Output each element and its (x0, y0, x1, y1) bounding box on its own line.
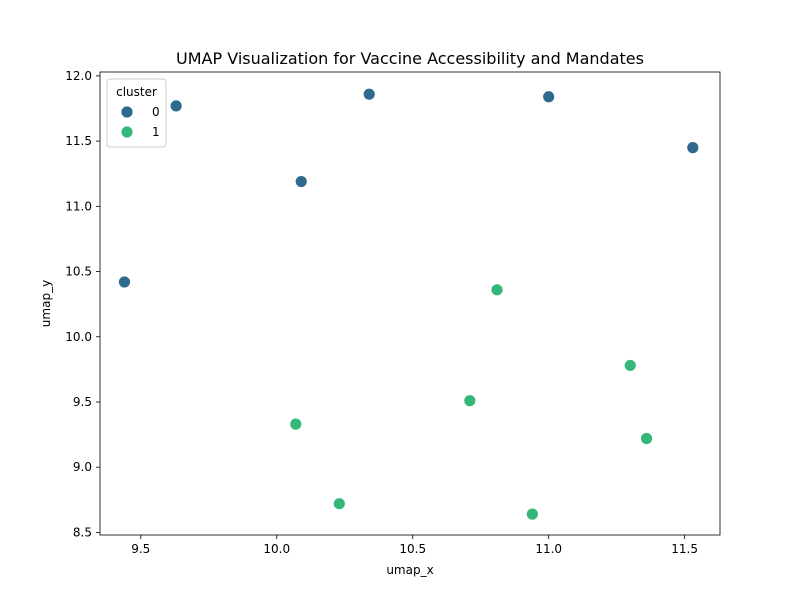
data-point-cluster-1 (490, 283, 504, 297)
y-axis-label: umap_y (39, 280, 53, 327)
y-tick-label: 11.0 (65, 199, 92, 213)
y-tick-label: 9.5 (73, 395, 92, 409)
data-point-cluster-0 (169, 99, 183, 113)
legend-marker-cluster-0 (120, 105, 134, 119)
x-tick-label: 10.0 (263, 542, 290, 556)
data-point-cluster-0 (542, 90, 556, 104)
y-tick-label: 10.0 (65, 330, 92, 344)
data-point-cluster-0 (294, 175, 308, 188)
axes-frame (99, 71, 721, 536)
y-tick-label: 11.5 (65, 134, 92, 148)
data-point-cluster-0 (118, 275, 131, 289)
y-tick-label: 9.0 (73, 460, 92, 474)
data-point-cluster-1 (623, 359, 637, 372)
x-tick-label: 11.0 (535, 542, 562, 556)
x-tick-label: 9.5 (131, 542, 150, 556)
data-points (118, 87, 700, 521)
x-tick-label: 11.5 (671, 542, 698, 556)
data-point-cluster-1 (463, 394, 477, 408)
data-point-cluster-0 (362, 87, 376, 101)
x-axis: 9.5 10.0 10.5 11.0 11.5 (131, 535, 698, 556)
x-tick-label: 10.5 (399, 542, 426, 556)
y-tick-label: 12.0 (65, 69, 92, 83)
plot-area (99, 71, 721, 536)
x-axis-label: umap_x (386, 563, 433, 577)
legend-marker-cluster-1 (120, 125, 134, 139)
legend-title: cluster (116, 85, 157, 99)
y-axis: 8.5 9.0 9.5 10.0 10.5 11.0 11.5 12.0 (65, 69, 100, 539)
data-point-cluster-1 (640, 432, 653, 445)
legend-label-cluster-0: 0 (152, 105, 160, 119)
legend-label-cluster-1: 1 (152, 125, 160, 139)
data-point-cluster-0 (686, 141, 700, 155)
data-point-cluster-1 (289, 417, 303, 431)
data-point-cluster-1 (525, 507, 539, 521)
y-tick-label: 10.5 (65, 265, 92, 279)
legend: cluster 0 1 (106, 78, 167, 148)
data-point-cluster-1 (332, 497, 346, 511)
chart-title: UMAP Visualization for Vaccine Accessibi… (176, 49, 644, 68)
y-tick-label: 8.5 (73, 525, 92, 539)
